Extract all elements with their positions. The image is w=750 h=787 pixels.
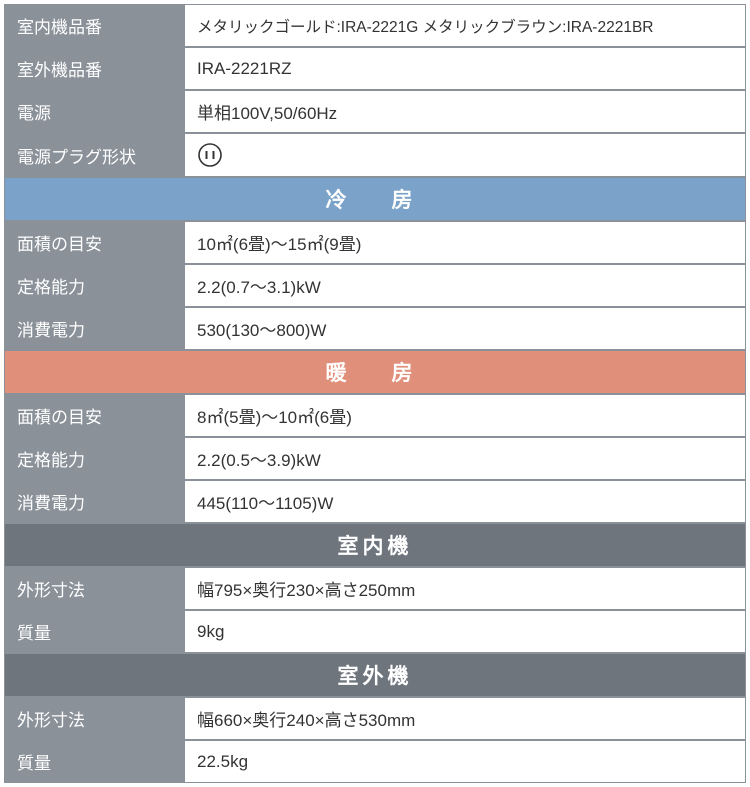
label-cooling-area: 面積の目安 (4, 221, 184, 264)
label-plug: 電源プラグ形状 (4, 133, 184, 177)
value-indoor-dim: 幅795×奥行230×高さ250mm (184, 567, 746, 610)
value-outdoor-weight: 22.5kg (184, 740, 746, 783)
value-cooling-rated: 2.2(0.7～3.1)kW (184, 264, 746, 307)
label-outdoor-weight: 質量 (4, 740, 184, 783)
value-outdoor-dim: 幅660×奥行240×高さ530mm (184, 697, 746, 740)
row-indoor-weight: 質量 9kg (4, 610, 746, 653)
label-indoor-model: 室内機品番 (4, 4, 184, 47)
section-indoor-unit: 室内機 (4, 523, 746, 567)
section-cooling: 冷 房 (4, 177, 746, 221)
value-heating-consume: 445(110～1105)W (184, 480, 746, 523)
label-outdoor-model: 室外機品番 (4, 47, 184, 90)
value-indoor-weight: 9kg (184, 610, 746, 653)
header-indoor: 室内機 (4, 523, 746, 567)
value-heating-area: 8㎡(5畳)～10㎡(6畳) (184, 394, 746, 437)
label-cooling-consume: 消費電力 (4, 307, 184, 350)
row-heating-consume: 消費電力 445(110～1105)W (4, 480, 746, 523)
row-outdoor-weight: 質量 22.5kg (4, 740, 746, 783)
label-cooling-rated: 定格能力 (4, 264, 184, 307)
label-heating-area: 面積の目安 (4, 394, 184, 437)
row-heating-rated: 定格能力 2.2(0.5～3.9)kW (4, 437, 746, 480)
value-indoor-model: メタリックゴールド:IRA-2221G メタリックブラウン:IRA-2221BR (184, 4, 746, 47)
label-power: 電源 (4, 90, 184, 133)
label-heating-rated: 定格能力 (4, 437, 184, 480)
header-cooling: 冷 房 (4, 177, 746, 221)
value-heating-rated: 2.2(0.5～3.9)kW (184, 437, 746, 480)
row-cooling-area: 面積の目安 10㎡(6畳)～15㎡(9畳) (4, 221, 746, 264)
value-plug (184, 133, 746, 177)
row-indoor-dim: 外形寸法 幅795×奥行230×高さ250mm (4, 567, 746, 610)
plug-icon (197, 142, 223, 168)
label-heating-consume: 消費電力 (4, 480, 184, 523)
row-cooling-consume: 消費電力 530(130～800)W (4, 307, 746, 350)
header-outdoor: 室外機 (4, 653, 746, 697)
value-cooling-area: 10㎡(6畳)～15㎡(9畳) (184, 221, 746, 264)
header-heating: 暖 房 (4, 350, 746, 394)
section-outdoor-unit: 室外機 (4, 653, 746, 697)
row-heating-area: 面積の目安 8㎡(5畳)～10㎡(6畳) (4, 394, 746, 437)
row-cooling-rated: 定格能力 2.2(0.7～3.1)kW (4, 264, 746, 307)
value-cooling-consume: 530(130～800)W (184, 307, 746, 350)
label-indoor-weight: 質量 (4, 610, 184, 653)
row-power: 電源 単相100V,50/60Hz (4, 90, 746, 133)
label-indoor-dim: 外形寸法 (4, 567, 184, 610)
label-outdoor-dim: 外形寸法 (4, 697, 184, 740)
row-outdoor-model: 室外機品番 IRA-2221RZ (4, 47, 746, 90)
row-indoor-model: 室内機品番 メタリックゴールド:IRA-2221G メタリックブラウン:IRA-… (4, 4, 746, 47)
value-outdoor-model: IRA-2221RZ (184, 47, 746, 90)
row-plug: 電源プラグ形状 (4, 133, 746, 177)
section-heating: 暖 房 (4, 350, 746, 394)
row-outdoor-dim: 外形寸法 幅660×奥行240×高さ530mm (4, 697, 746, 740)
spec-table: 室内機品番 メタリックゴールド:IRA-2221G メタリックブラウン:IRA-… (4, 4, 746, 783)
value-power: 単相100V,50/60Hz (184, 90, 746, 133)
